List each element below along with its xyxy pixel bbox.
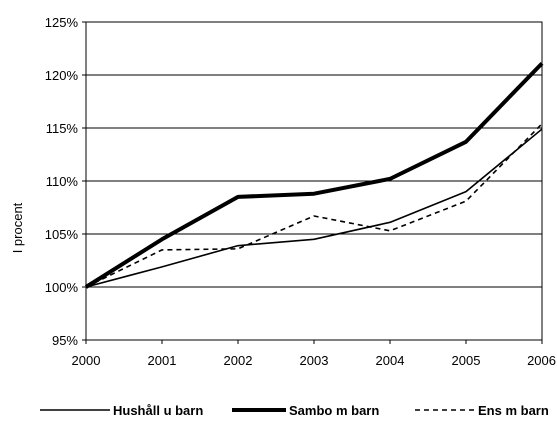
series-line-sambo-m-barn bbox=[84, 61, 544, 289]
y-axis-ticks: 95% 100% 105% 110% 115% 120% 125% bbox=[45, 15, 86, 348]
legend-label: Hushåll u barn bbox=[113, 403, 203, 418]
x-tick-label: 2000 bbox=[72, 353, 101, 368]
series-line-ens-m-barn bbox=[85, 123, 543, 288]
legend-label: Ens m barn bbox=[478, 403, 549, 418]
y-tick-label: 115% bbox=[46, 121, 79, 136]
legend-label: Sambo m barn bbox=[289, 403, 379, 418]
gridlines bbox=[86, 74, 542, 288]
y-tick-label: 105% bbox=[45, 227, 79, 242]
x-tick-label: 2006 bbox=[527, 353, 556, 368]
y-axis-title: I procent bbox=[10, 202, 25, 253]
x-axis-ticks: 2000 2001 2002 2003 2004 2005 2006 bbox=[72, 340, 556, 368]
y-tick-label: 125% bbox=[45, 15, 79, 30]
x-tick-label: 2005 bbox=[452, 353, 481, 368]
x-tick-label: 2001 bbox=[148, 353, 177, 368]
y-tick-label: 120% bbox=[45, 68, 79, 83]
y-tick-label: 110% bbox=[46, 174, 79, 189]
y-tick-label: 100% bbox=[45, 280, 79, 295]
y-tick-label: 95% bbox=[52, 333, 78, 348]
x-tick-label: 2002 bbox=[224, 353, 253, 368]
x-tick-label: 2004 bbox=[376, 353, 405, 368]
x-tick-label: 2003 bbox=[300, 353, 329, 368]
legend: Hushåll u barn Sambo m barn Ens m barn bbox=[40, 403, 549, 418]
series-lines bbox=[84, 61, 544, 289]
series-line-hush-ll-u-barn bbox=[85, 128, 543, 288]
